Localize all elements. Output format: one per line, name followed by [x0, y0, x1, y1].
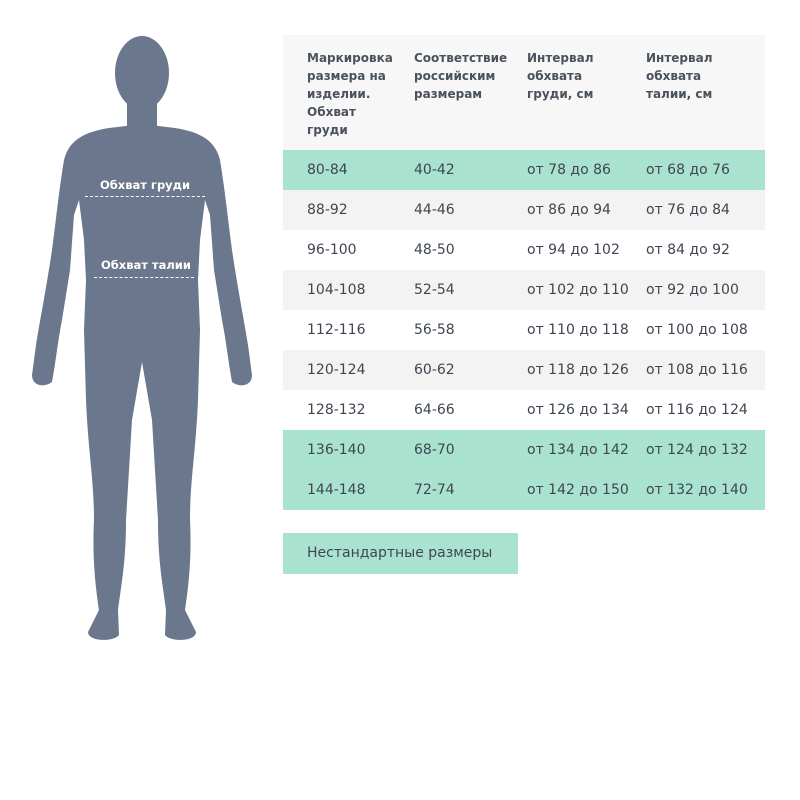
table-row: 136-140 68-70 от 134 до 142 от 124 до 132 [283, 430, 765, 470]
russian-size-cell: 72-74 [414, 482, 455, 498]
size-marking-cell: 88-92 [307, 202, 348, 218]
chest-range-cell: от 78 до 86 [527, 162, 611, 178]
chest-range-cell: от 110 до 118 [527, 322, 629, 338]
waist-range-cell: от 116 до 124 [646, 402, 748, 418]
chest-range-cell: от 86 до 94 [527, 202, 611, 218]
header-marking: Маркировка размера на изделии. Обхват гр… [307, 51, 393, 137]
waist-range-cell: от 132 до 140 [646, 482, 748, 498]
size-marking-cell: 128-132 [307, 402, 366, 418]
size-marking-cell: 120-124 [307, 362, 366, 378]
size-marking-cell: 80-84 [307, 162, 348, 178]
russian-size-cell: 40-42 [414, 162, 455, 178]
table-row: 144-148 72-74 от 142 до 150 от 132 до 140 [283, 470, 765, 510]
table-row: 88-92 44-46 от 86 до 94 от 76 до 84 [283, 190, 765, 230]
chest-line [85, 196, 205, 197]
table-header: Маркировка размера на изделии. Обхват гр… [283, 35, 765, 150]
russian-size-cell: 64-66 [414, 402, 455, 418]
header-chest-range: Интервал обхвата груди, см [527, 51, 594, 101]
table-row: 104-108 52-54 от 102 до 110 от 92 до 100 [283, 270, 765, 310]
table-row: 96-100 48-50 от 94 до 102 от 84 до 92 [283, 230, 765, 270]
chest-range-cell: от 102 до 110 [527, 282, 629, 298]
chest-range-cell: от 134 до 142 [527, 442, 629, 458]
size-marking-cell: 144-148 [307, 482, 366, 498]
table-row: 128-132 64-66 от 126 до 134 от 116 до 124 [283, 390, 765, 430]
russian-size-cell: 52-54 [414, 282, 455, 298]
size-table: Маркировка размера на изделии. Обхват гр… [283, 35, 765, 510]
chest-range-cell: от 142 до 150 [527, 482, 629, 498]
waist-range-cell: от 100 до 108 [646, 322, 748, 338]
table-row: 112-116 56-58 от 110 до 118 от 100 до 108 [283, 310, 765, 350]
chest-range-cell: от 118 до 126 [527, 362, 629, 378]
waist-line [94, 277, 194, 278]
waist-range-cell: от 84 до 92 [646, 242, 730, 258]
header-russian-size: Соответствие российским размерам [414, 51, 508, 101]
russian-size-cell: 60-62 [414, 362, 455, 378]
size-marking-cell: 104-108 [307, 282, 366, 298]
nonstandard-sizes-button[interactable]: Нестандартные размеры [283, 533, 518, 574]
chest-label: Обхват груди [100, 178, 191, 192]
waist-range-cell: от 108 до 116 [646, 362, 748, 378]
size-marking-cell: 96-100 [307, 242, 357, 258]
waist-label: Обхват талии [101, 258, 191, 272]
waist-range-cell: от 68 до 76 [646, 162, 730, 178]
header-waist-range: Интервал обхвата талии, см [646, 51, 713, 101]
table-row: 80-84 40-42 от 78 до 86 от 68 до 76 [283, 150, 765, 190]
body-silhouette: Обхват груди Обхват талии [0, 0, 284, 700]
human-figure-icon [32, 36, 252, 640]
size-marking-cell: 136-140 [307, 442, 366, 458]
waist-range-cell: от 76 до 84 [646, 202, 730, 218]
russian-size-cell: 44-46 [414, 202, 455, 218]
waist-range-cell: от 124 до 132 [646, 442, 748, 458]
russian-size-cell: 56-58 [414, 322, 455, 338]
size-marking-cell: 112-116 [307, 322, 366, 338]
chest-range-cell: от 94 до 102 [527, 242, 620, 258]
table-row: 120-124 60-62 от 118 до 126 от 108 до 116 [283, 350, 765, 390]
russian-size-cell: 68-70 [414, 442, 455, 458]
chest-range-cell: от 126 до 134 [527, 402, 629, 418]
waist-range-cell: от 92 до 100 [646, 282, 739, 298]
russian-size-cell: 48-50 [414, 242, 455, 258]
